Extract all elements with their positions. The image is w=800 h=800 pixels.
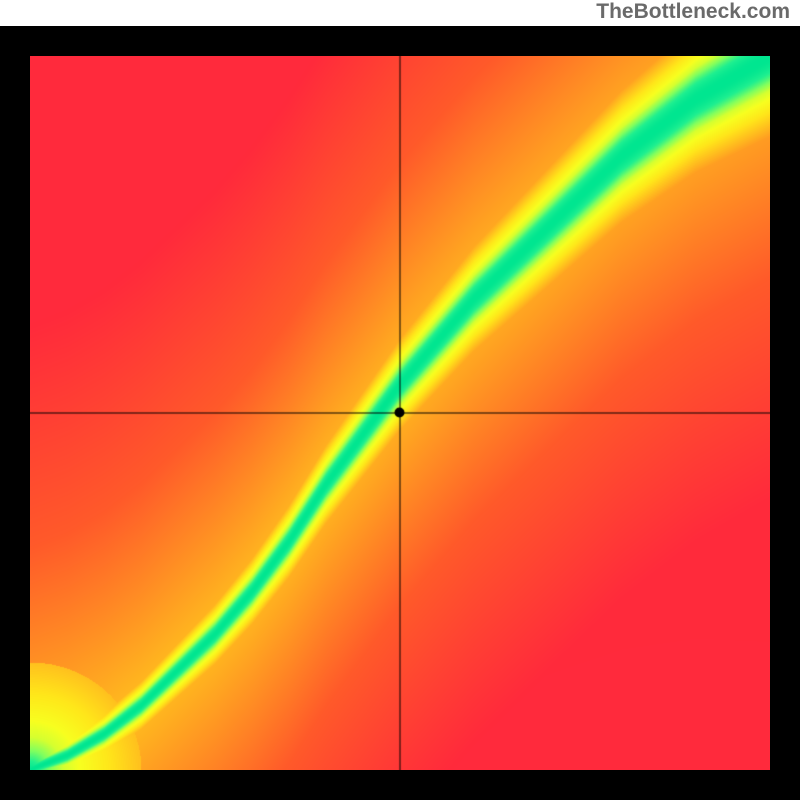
heatmap-canvas	[30, 56, 770, 770]
watermark-label: TheBottleneck.com	[596, 0, 790, 24]
chart-container: TheBottleneck.com	[0, 0, 800, 800]
plot-area	[30, 56, 770, 770]
chart-frame	[0, 26, 800, 800]
